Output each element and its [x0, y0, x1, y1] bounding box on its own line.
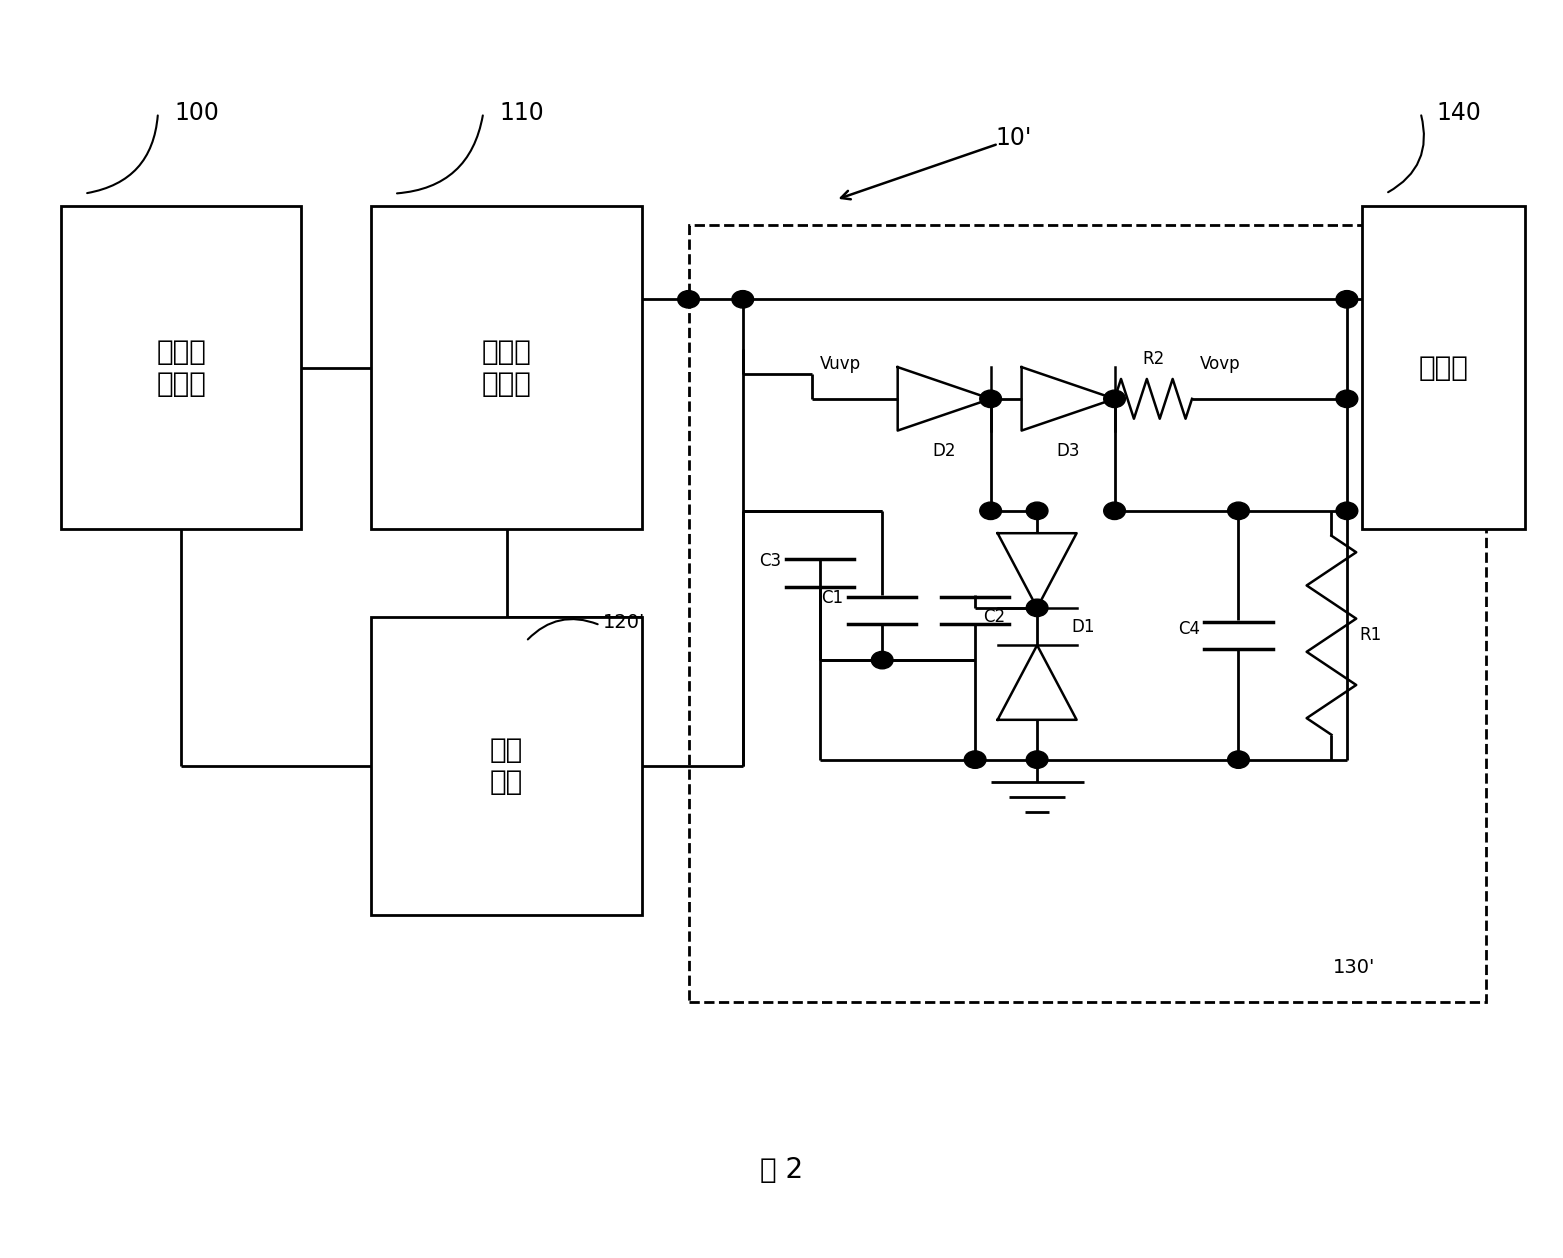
- Text: 110: 110: [500, 101, 544, 125]
- Circle shape: [871, 652, 892, 669]
- Bar: [370, 206, 642, 530]
- Text: 10': 10': [996, 126, 1032, 150]
- Text: C2: C2: [983, 608, 1005, 625]
- Text: 保护
电路: 保护 电路: [489, 736, 524, 796]
- Circle shape: [1336, 390, 1358, 408]
- Text: 120': 120': [603, 614, 646, 633]
- Text: C3: C3: [760, 551, 782, 570]
- Circle shape: [1103, 502, 1125, 520]
- Circle shape: [964, 751, 986, 769]
- Circle shape: [1103, 390, 1125, 408]
- Circle shape: [1027, 502, 1047, 520]
- Text: 灯管组: 灯管组: [1419, 353, 1469, 381]
- Text: D1: D1: [1071, 618, 1094, 635]
- Circle shape: [1227, 502, 1249, 520]
- Text: D3: D3: [1057, 442, 1080, 460]
- Text: R2: R2: [1143, 350, 1164, 369]
- Circle shape: [1336, 291, 1358, 308]
- Bar: [61, 206, 302, 530]
- Text: 驱动开
关电路: 驱动开 关电路: [156, 337, 206, 398]
- Text: Vuvp: Vuvp: [821, 355, 861, 374]
- Circle shape: [980, 390, 1002, 408]
- Text: R1: R1: [1360, 626, 1382, 644]
- Circle shape: [731, 291, 753, 308]
- Text: D2: D2: [933, 442, 957, 460]
- Circle shape: [980, 502, 1002, 520]
- Circle shape: [1227, 751, 1249, 769]
- Circle shape: [1336, 502, 1358, 520]
- Text: 变压谐
振电路: 变压谐 振电路: [481, 337, 531, 398]
- Bar: [1363, 206, 1525, 530]
- Text: Vovp: Vovp: [1200, 355, 1241, 374]
- Text: 130': 130': [1333, 957, 1375, 977]
- Bar: [370, 616, 642, 915]
- Circle shape: [1027, 599, 1047, 616]
- Circle shape: [678, 291, 699, 308]
- Circle shape: [1027, 751, 1047, 769]
- Text: C4: C4: [1179, 620, 1200, 638]
- Text: 100: 100: [173, 101, 219, 125]
- Text: 140: 140: [1436, 101, 1482, 125]
- Text: 图 2: 图 2: [760, 1156, 803, 1184]
- Text: C1: C1: [821, 589, 844, 606]
